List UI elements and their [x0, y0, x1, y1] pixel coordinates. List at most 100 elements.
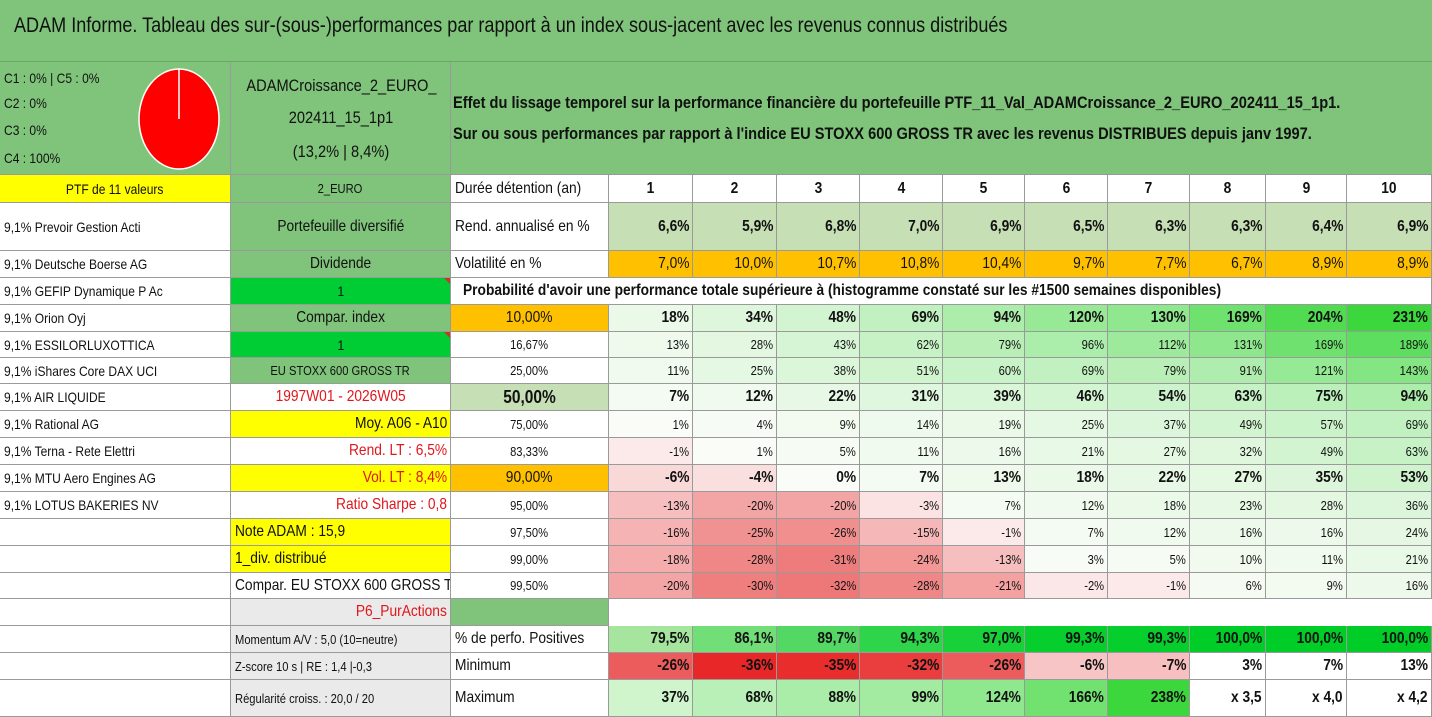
maximum-value-text: 68%: [745, 689, 773, 706]
quantile-value-text: 169%: [1226, 309, 1262, 326]
info-index-name: EU STOXX 600 GROSS TR: [231, 358, 451, 384]
quantile-value-text: 79%: [1163, 363, 1186, 378]
quantile-label-text: 99,50%: [510, 578, 549, 593]
info-flag-1-text: 1: [337, 283, 344, 299]
minimum-value: -32%: [860, 653, 943, 680]
quantile-value-text: -16%: [662, 524, 689, 540]
quantile-label: 99,50%: [451, 573, 609, 599]
year-header: 5: [943, 175, 1025, 203]
holding-row: 9,1% Deutsche Boerse AG: [0, 251, 231, 278]
maximum-value-text: 238%: [1150, 689, 1186, 706]
quantile-value: 19%: [943, 411, 1025, 438]
quantile-value-text: 63%: [1234, 388, 1262, 405]
quantile-value: 39%: [943, 384, 1025, 411]
volatility-value: 7,0%: [609, 251, 693, 278]
quantile-value: 31%: [860, 384, 943, 411]
minimum-value-text: -26%: [656, 657, 689, 674]
volatility-value-text: 8,9%: [1311, 255, 1343, 272]
quantile-value-text: 9%: [1326, 578, 1343, 593]
quantile-value: 21%: [1025, 438, 1108, 465]
quantile-value-text: -15%: [912, 524, 939, 540]
quantile-value-text: 19%: [998, 416, 1021, 432]
quantile-label: 83,33%: [451, 438, 609, 465]
quantile-label-text: 95,00%: [510, 497, 549, 513]
quantile-value-text: -1%: [1166, 578, 1186, 593]
quantile-value-text: -20%: [662, 578, 689, 593]
year-header: 9: [1266, 175, 1347, 203]
return-value-text: 5,9%: [741, 217, 773, 235]
quantile-value: 12%: [1025, 492, 1108, 519]
positives-value-text: 99,3%: [1064, 630, 1104, 647]
quantile-value: 6%: [1190, 573, 1266, 599]
holding-row-text: 9,1% Rational AG: [4, 416, 100, 432]
quantile-value: 51%: [860, 358, 943, 384]
return-value: 6,3%: [1190, 203, 1266, 251]
info-profile-code: P6_PurActions: [231, 599, 451, 626]
quantile-value: 7%: [860, 465, 943, 492]
volatility-value-text: 10,0%: [733, 255, 773, 272]
quantile-value: -2%: [1025, 573, 1108, 599]
quantile-value-text: 32%: [1239, 443, 1262, 459]
quantile-value-text: 1%: [756, 443, 773, 459]
quantile-value: 69%: [860, 305, 943, 332]
quantile-value: 189%: [1347, 332, 1432, 358]
quantile-value-text: 27%: [1234, 469, 1262, 486]
quantile-value: -32%: [777, 573, 860, 599]
quantile-value: 49%: [1266, 438, 1347, 465]
quantile-value-text: 12%: [1163, 524, 1186, 540]
minimum-value: 7%: [1266, 653, 1347, 680]
volatility-value: 9,7%: [1025, 251, 1108, 278]
return-value: 7,0%: [860, 203, 943, 251]
maximum-value: 124%: [943, 680, 1025, 717]
minimum-value: -35%: [777, 653, 860, 680]
maximum-value-text: 99%: [911, 689, 939, 706]
description-box: Effet du lissage temporel sur la perform…: [451, 62, 1432, 175]
quantile-value: 36%: [1347, 492, 1432, 519]
quantile-label: 75,00%: [451, 411, 609, 438]
quantile-value: 169%: [1266, 332, 1347, 358]
quantile-value: 7%: [1025, 519, 1108, 546]
holding-row: 9,1% iShares Core DAX UCI: [0, 358, 231, 384]
volatility-value: 10,4%: [943, 251, 1025, 278]
quantile-value-text: 79%: [998, 337, 1021, 352]
quantile-value: 69%: [1347, 411, 1432, 438]
quantile-label-text: 97,50%: [510, 524, 549, 540]
quantile-value: 49%: [1190, 411, 1266, 438]
quantile-value: -15%: [860, 519, 943, 546]
info-flag-2: 1: [231, 332, 451, 358]
return-value: 6,5%: [1025, 203, 1108, 251]
return-value-text: 6,3%: [1154, 217, 1186, 235]
info-compar-index-label-text: Compar. index: [296, 309, 385, 326]
quantile-value-text: 63%: [1405, 443, 1428, 459]
quantile-value: 27%: [1190, 465, 1266, 492]
quantile-value-text: 25%: [750, 363, 773, 378]
portfolio-perf-summary: (13,2% | 8,4%): [292, 142, 390, 161]
holding-row: 9,1% MTU Aero Engines AG: [0, 465, 231, 492]
quantile-label: 97,50%: [451, 519, 609, 546]
positives-value-text: 99,3%: [1146, 630, 1186, 647]
year-header: 8: [1190, 175, 1266, 203]
volatility-value-text: 6,7%: [1230, 255, 1262, 272]
info-period-range: 1997W01 - 2026W05: [231, 384, 451, 411]
pie-legend-c3: C3 : 0%: [4, 122, 47, 138]
positives-value: 100,0%: [1266, 626, 1347, 653]
quantile-value: 7%: [609, 384, 693, 411]
minimum-label: Minimum: [451, 653, 609, 680]
quantile-value: 94%: [1347, 384, 1432, 411]
positives-value-text: 97,0%: [981, 630, 1021, 647]
quantile-value-text: 27%: [1163, 443, 1186, 459]
quantile-value-text: 23%: [1239, 497, 1262, 513]
quantile-value-text: 69%: [911, 309, 939, 326]
volatility-value: 10,7%: [777, 251, 860, 278]
quantile-value: 53%: [1347, 465, 1432, 492]
quantile-value-text: 130%: [1150, 309, 1186, 326]
quantile-value-text: -20%: [746, 497, 773, 513]
quantile-value-text: 22%: [1158, 469, 1186, 486]
maximum-value: x 3,5: [1190, 680, 1266, 717]
volatility-value-text: 10,4%: [981, 255, 1021, 272]
quantile-value: 0%: [777, 465, 860, 492]
year-header-text: 10: [1381, 179, 1397, 197]
info-period-range-text: 1997W01 - 2026W05: [275, 388, 406, 405]
info-dividend-mode: 1_div. distribué: [231, 546, 451, 573]
quantile-value: 5%: [1108, 546, 1190, 573]
